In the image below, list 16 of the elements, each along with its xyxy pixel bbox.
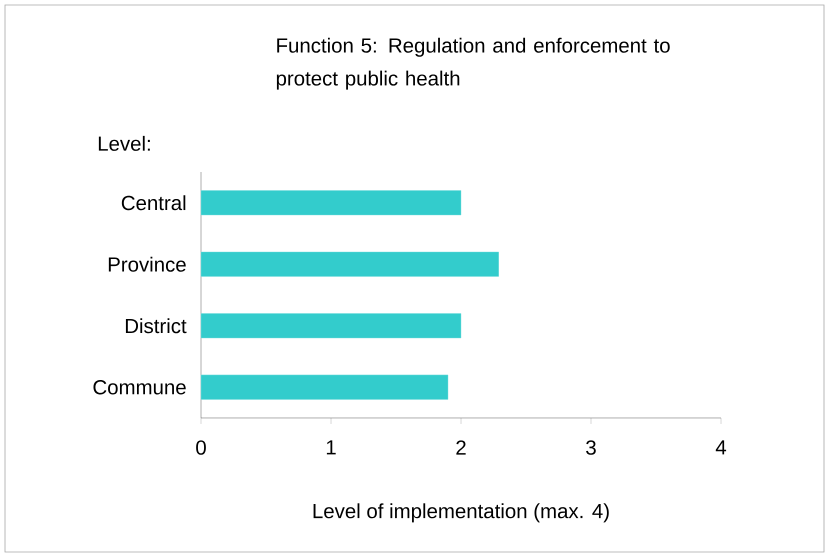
x-tick-label: 4: [716, 440, 726, 454]
x-axis-title: Level of implementation (max. 4): [314, 503, 609, 522]
chart-title: Function 5: Regulation and enforcement to protect public health: [276, 38, 670, 90]
bar: [200, 190, 462, 216]
x-tick-label: 1: [326, 440, 336, 454]
x-tick-label: 2: [456, 440, 466, 455]
bar: [200, 252, 499, 277]
y-tick-label: Commune: [93, 380, 186, 394]
y-axis-title: Level:: [98, 136, 150, 151]
x-tick-label: 3: [586, 440, 596, 455]
bar: [200, 374, 448, 400]
bar: [200, 313, 462, 338]
y-tick-label: Central: [122, 195, 186, 210]
y-tick-label: District: [126, 318, 187, 334]
x-tick-label: 0: [196, 440, 206, 455]
y-tick-label: Province: [108, 256, 186, 272]
